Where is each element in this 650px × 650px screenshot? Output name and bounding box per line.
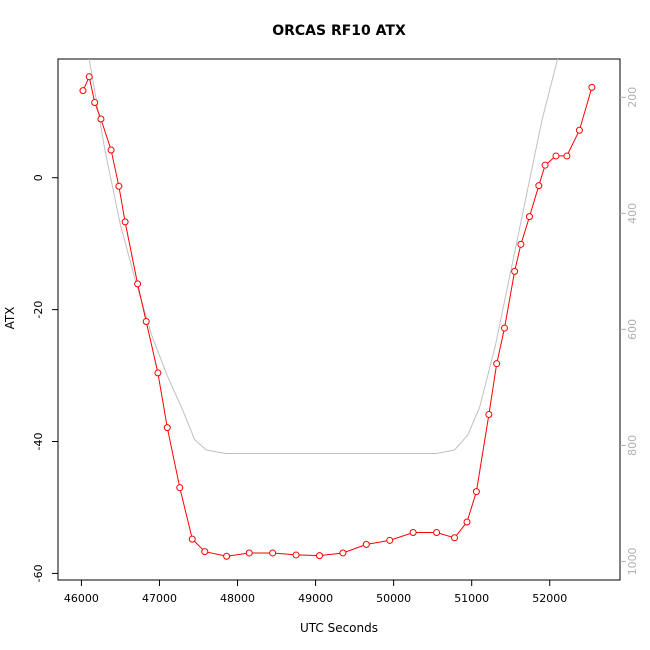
x-tick-label: 48000 [220, 592, 255, 605]
data-point [223, 552, 231, 560]
data-point [552, 152, 560, 160]
data-point [115, 182, 123, 190]
series-line-right-axis [88, 59, 559, 454]
data-point [485, 410, 493, 418]
data-point [79, 87, 87, 95]
data-point [269, 549, 277, 557]
data-point [386, 536, 394, 544]
data-point [134, 280, 142, 288]
data-point [91, 99, 99, 107]
plot-frame [57, 58, 621, 581]
data-point [409, 529, 417, 537]
data-point [163, 424, 171, 432]
data-point [188, 535, 196, 543]
chart-title: ORCAS RF10 ATX [272, 23, 406, 39]
data-point [451, 534, 459, 542]
data-point [525, 213, 533, 221]
data-point [535, 182, 543, 190]
data-point [517, 240, 525, 248]
series-line-atx [82, 75, 593, 557]
x-tick-label: 49000 [298, 592, 333, 605]
data-point [142, 317, 150, 325]
x-tick-label: 46000 [64, 592, 99, 605]
data-point [433, 529, 441, 537]
y2-tick-label: 800 [626, 435, 639, 456]
data-point [339, 549, 347, 557]
data-point [541, 161, 549, 169]
data-point [201, 548, 209, 556]
series-layer [79, 59, 596, 560]
data-point [493, 360, 501, 368]
data-point [472, 488, 480, 496]
x-tick-label: 50000 [376, 592, 411, 605]
x-tick-label: 51000 [454, 592, 489, 605]
y-tick-label: -20 [32, 301, 45, 319]
y2-tick-label: 400 [626, 203, 639, 224]
data-point [511, 267, 519, 275]
y2-tick-label: 1000 [626, 547, 639, 575]
y-tick-label: -40 [32, 433, 45, 451]
y-tick-label: 0 [32, 174, 45, 181]
y-tick-label: -60 [32, 564, 45, 582]
axes-layer: 46000 47000 48000 49000 50000 51000 52000 -60 -4… [32, 87, 639, 605]
data-point [176, 484, 184, 492]
data-point [563, 152, 571, 160]
data-point [463, 518, 471, 526]
data-point [362, 540, 370, 548]
data-point [575, 126, 583, 134]
y2-tick-label: 600 [626, 319, 639, 340]
data-point [154, 369, 162, 377]
data-point [107, 146, 115, 154]
x-tick-label: 47000 [142, 592, 177, 605]
y2-tick-label: 200 [626, 87, 639, 108]
data-point [121, 218, 129, 226]
data-point [245, 549, 253, 557]
x-tick-label: 52000 [532, 592, 567, 605]
data-point [500, 324, 508, 332]
x-axis-title: UTC Seconds [300, 621, 378, 635]
data-point [85, 73, 93, 81]
y-axis-title: ATX [3, 307, 17, 330]
data-point [588, 83, 596, 91]
data-point [315, 552, 323, 560]
data-point [292, 551, 300, 559]
data-point [97, 115, 105, 123]
